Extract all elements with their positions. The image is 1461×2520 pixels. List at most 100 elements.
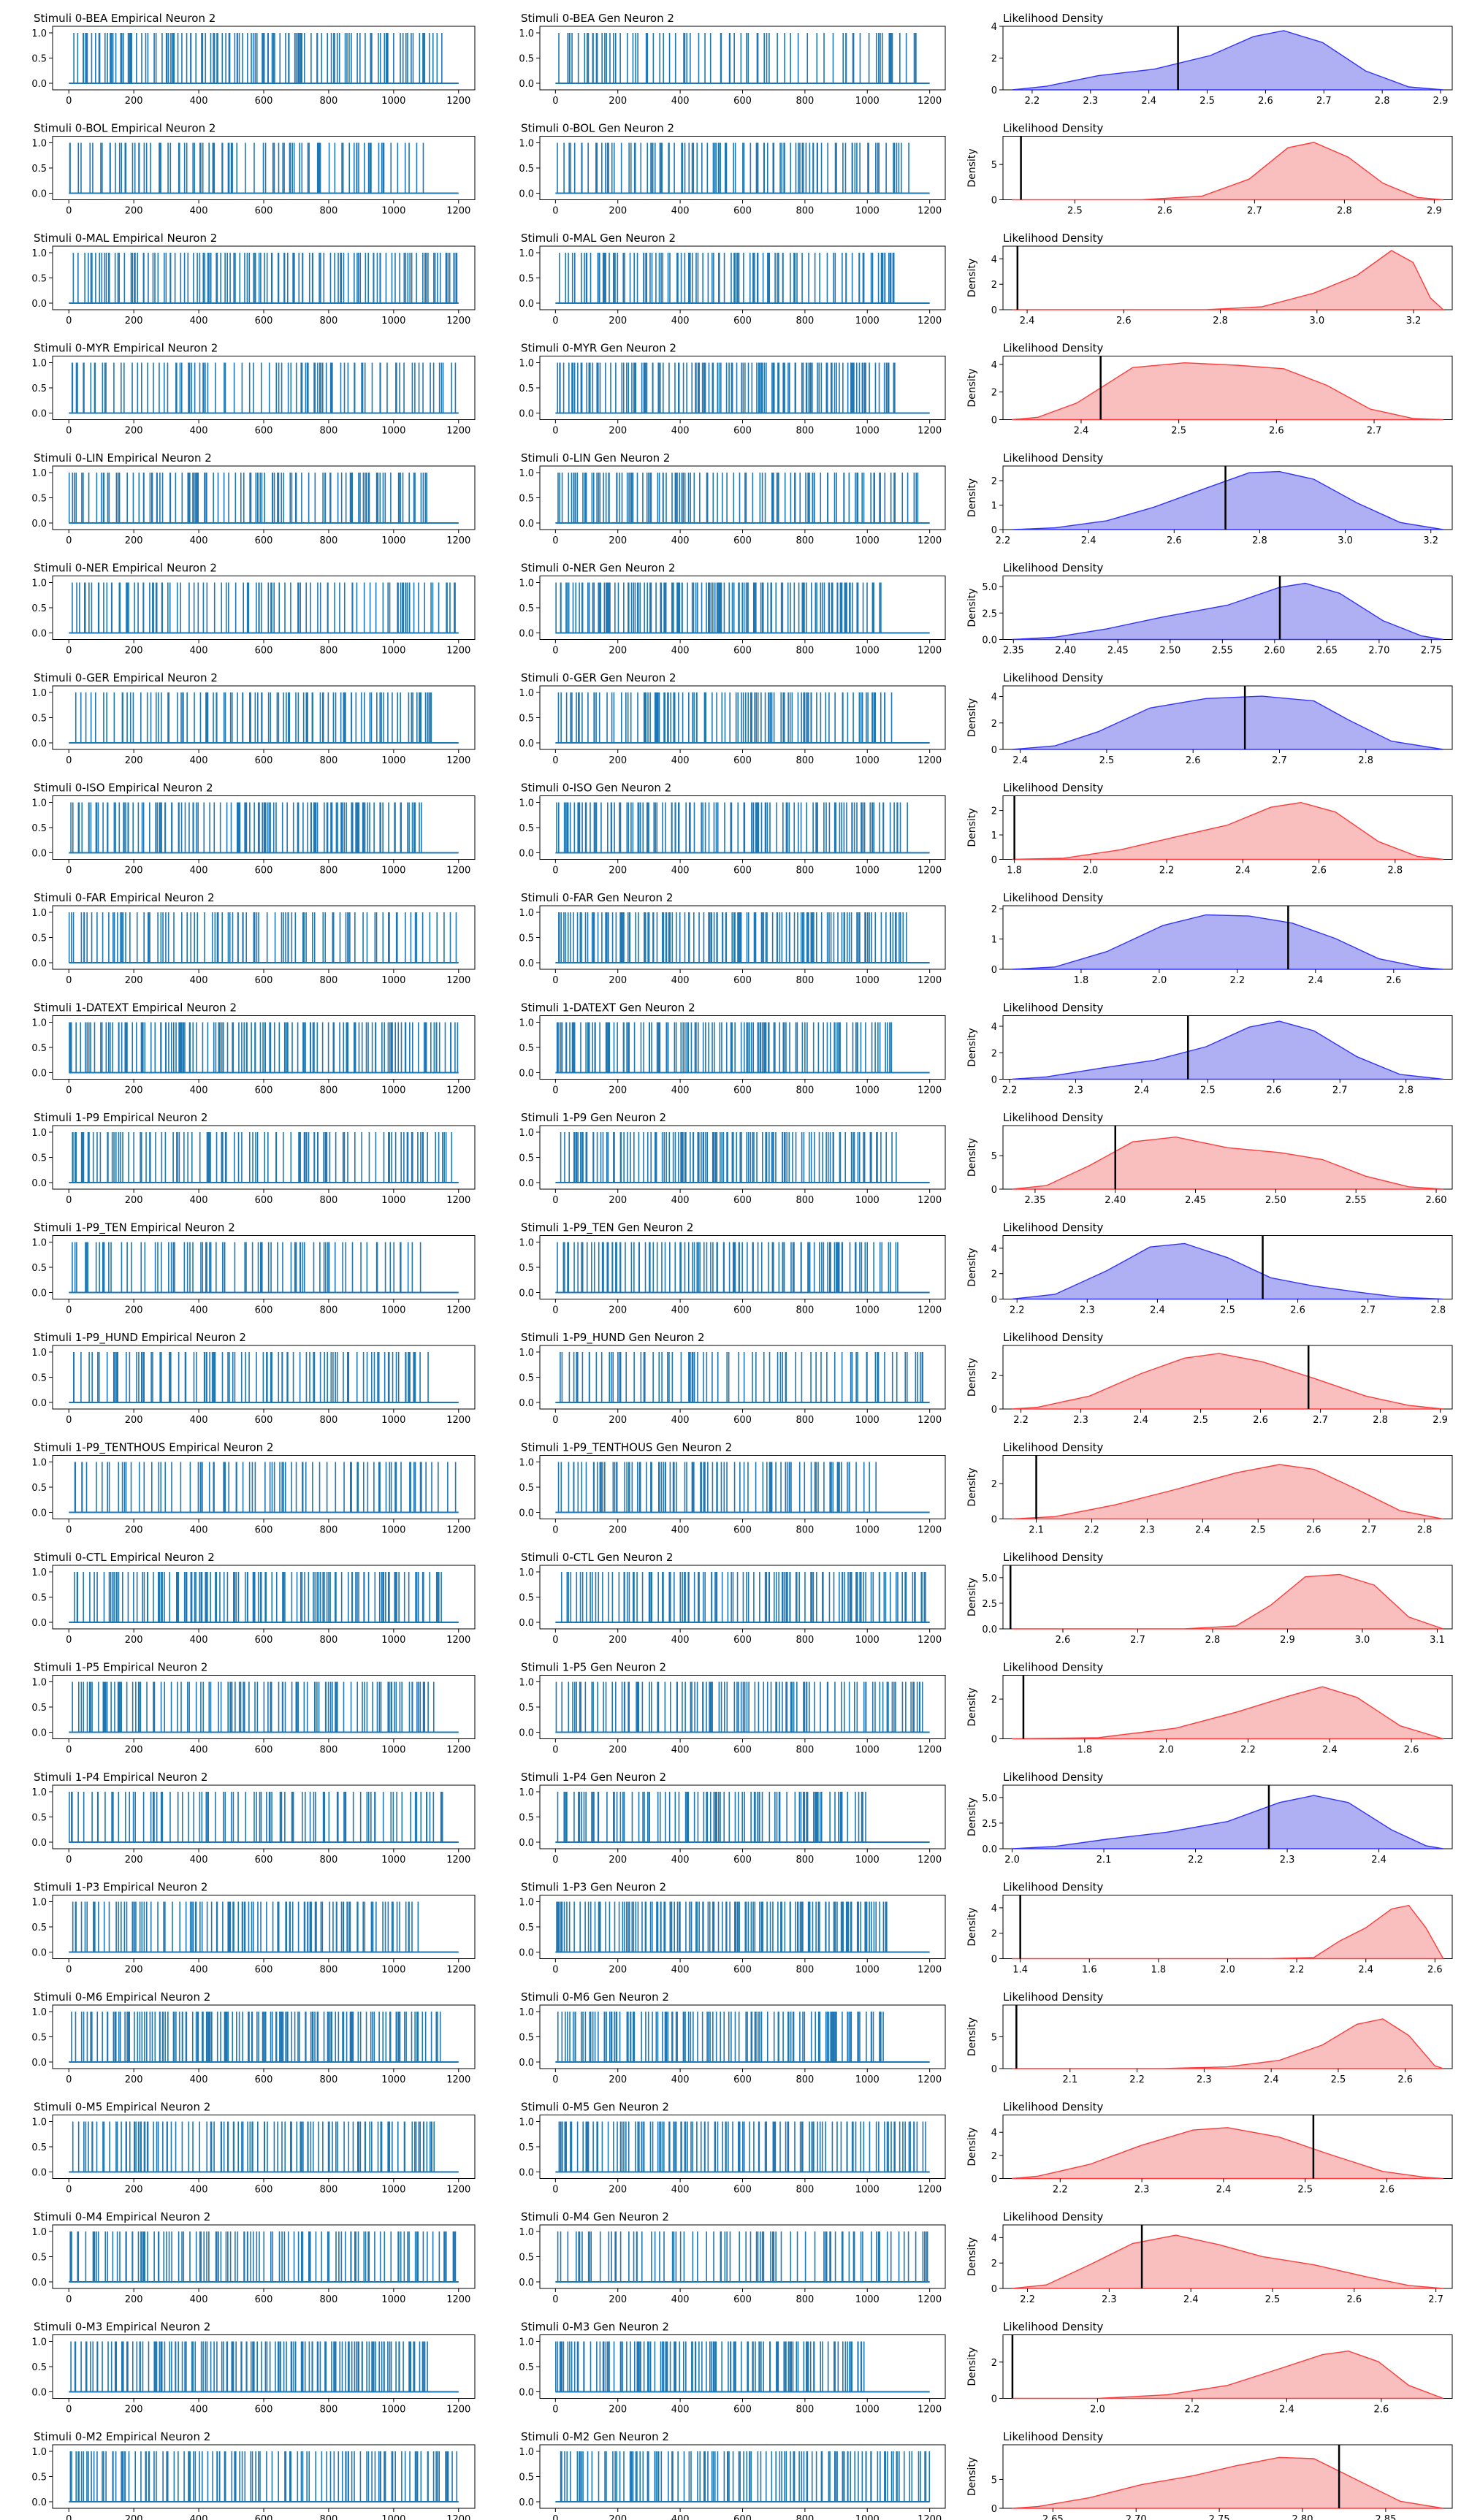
empirical-xtick-label: 1200 (446, 1085, 470, 1096)
density-xtick-label: 2.50 (1159, 646, 1180, 657)
generated-xtick-label: 800 (796, 1305, 814, 1316)
density-ytick-label: 0 (991, 1735, 997, 1746)
density-ytick-label: 2 (991, 280, 997, 291)
density-ytick-label: 0 (991, 305, 997, 316)
empirical-xtick-label: 400 (190, 755, 208, 766)
generated-xtick-label: 400 (671, 535, 690, 546)
generated-axes-frame (539, 26, 946, 91)
generated-ytick-label: 0.5 (519, 823, 534, 834)
empirical-ytick-label: 0.5 (31, 383, 47, 394)
empirical-xtick-label: 600 (255, 1635, 273, 1646)
generated-xtick-label: 800 (796, 755, 814, 766)
row-5: Stimuli 0-LIN Empirical Neuron 2 0.0 0.5 1.… (31, 451, 1453, 546)
density-xtick-label: 2.5 (1220, 1305, 1235, 1316)
empirical-ytick-label: 1.0 (31, 1678, 47, 1689)
empirical-xtick-label: 1200 (446, 755, 470, 766)
generated-xtick-label: 800 (796, 1525, 814, 1536)
empirical-xtick-label: 600 (255, 1085, 273, 1096)
density-xtick-label: 3.1 (1430, 1635, 1445, 1646)
generated-ytick-label: 0.5 (519, 1153, 534, 1164)
generated-ytick-label: 1.0 (519, 1568, 534, 1578)
generated-xtick-label: 0 (552, 975, 558, 986)
generated-xtick-label: 800 (796, 535, 814, 546)
generated-ytick-label: 0.5 (519, 1593, 534, 1604)
generated-ytick-label: 1.0 (519, 1348, 534, 1359)
density-xtick-label: 2.4 (1141, 96, 1156, 107)
generated-xtick-label: 400 (671, 1635, 690, 1646)
generated-xtick-label: 1200 (918, 1305, 942, 1316)
empirical-xtick-label: 200 (125, 1745, 143, 1756)
generated-xtick-label: 1000 (855, 755, 880, 766)
density-xtick-label: 2.7 (1313, 1415, 1328, 1426)
density-ytick-label: 0 (991, 85, 997, 96)
density-xtick-label: 2.0 (1083, 866, 1099, 877)
generated-xtick-label: 1000 (855, 1525, 880, 1536)
generated-xtick-label: 1000 (855, 1085, 880, 1096)
empirical-xtick-label: 0 (66, 1195, 72, 1206)
generated-ytick-label: 1.0 (519, 248, 534, 259)
density-xtick-label: 2.2 (1013, 1415, 1029, 1426)
generated-xtick-label: 400 (671, 866, 690, 877)
empirical-axes-frame (52, 576, 476, 640)
empirical-xtick-label: 800 (320, 1745, 338, 1756)
empirical-xtick-label: 0 (66, 1525, 72, 1536)
density-curve (1012, 914, 1443, 970)
empirical-xtick-label: 1200 (446, 1745, 470, 1756)
empirical-ytick-label: 1.0 (31, 798, 47, 809)
generated-ytick-label: 0.5 (519, 1483, 534, 1494)
empirical-xtick-label: 400 (190, 206, 208, 217)
empirical-ytick-label: 0.0 (31, 189, 47, 200)
generated-ytick-label: 0.5 (519, 1043, 534, 1054)
empirical-xtick-label: 1000 (381, 316, 405, 327)
generated-ytick-label: 0.0 (519, 1288, 534, 1299)
density-ytick-label: 0 (991, 965, 997, 976)
density-ytick-label: 0 (991, 1185, 997, 1196)
empirical-xtick-label: 1000 (381, 1085, 405, 1096)
empirical-ytick-label: 1.0 (31, 359, 47, 370)
density-ytick-label: 1 (991, 831, 997, 841)
generated-xtick-label: 1200 (918, 206, 942, 217)
empirical-ytick-label: 0.5 (31, 1703, 47, 1714)
density-xtick-label: 2.7 (1316, 96, 1332, 107)
empirical-xtick-label: 600 (255, 1855, 273, 1866)
empirical-xtick-label: 200 (125, 1635, 143, 1646)
empirical-xtick-label: 1200 (446, 646, 470, 657)
empirical-xtick-label: 1000 (381, 1745, 405, 1756)
generated-xtick-label: 800 (796, 1745, 814, 1756)
density-ytick-label: 0 (991, 1405, 997, 1416)
generated-xtick-label: 600 (733, 866, 752, 877)
empirical-title: Stimuli 0-GER Empirical Neuron 2 (34, 671, 218, 684)
generated-xtick-label: 0 (552, 866, 558, 877)
generated-xtick-label: 800 (796, 646, 814, 657)
generated-ytick-label: 0.0 (519, 1069, 534, 1080)
generated-xtick-label: 400 (671, 96, 690, 107)
empirical-xtick-label: 1200 (446, 1525, 470, 1536)
empirical-xtick-label: 1000 (381, 206, 405, 217)
empirical-axes-frame (52, 1015, 476, 1080)
density-title: Likelihood Density (1003, 562, 1104, 575)
empirical-ytick-label: 0.0 (31, 1618, 47, 1629)
density-title: Likelihood Density (1003, 12, 1104, 25)
empirical-xtick-label: 1000 (381, 1525, 405, 1536)
density-xtick-label: 2.9 (1280, 1635, 1295, 1646)
generated-xtick-label: 1200 (918, 646, 942, 657)
empirical-title: Stimuli 1-DATEXT Empirical Neuron 2 (34, 1001, 237, 1015)
generated-xtick-label: 400 (671, 755, 690, 766)
empirical-ytick-label: 0.0 (31, 1288, 47, 1299)
density-xtick-label: 2.8 (1398, 1085, 1414, 1096)
generated-xtick-label: 0 (552, 1525, 558, 1536)
empirical-ytick-label: 0.5 (31, 714, 47, 725)
density-xtick-label: 2.55 (1346, 1195, 1367, 1206)
generated-xtick-label: 800 (796, 206, 814, 217)
empirical-ytick-label: 0.5 (31, 54, 47, 65)
generated-axes-frame (539, 1015, 946, 1080)
empirical-xtick-label: 200 (125, 535, 143, 546)
generated-ytick-label: 0.5 (519, 274, 534, 285)
generated-xtick-label: 1200 (918, 866, 942, 877)
generated-title: Stimuli 1-P4 Gen Neuron 2 (521, 1771, 666, 1784)
generated-xtick-label: 600 (733, 1415, 752, 1426)
density-ytick-label: 1 (991, 501, 997, 512)
generated-ytick-label: 0.0 (519, 1178, 534, 1189)
density-xtick-label: 2.3 (1080, 1305, 1095, 1316)
row-9: Stimuli 0-FAR Empirical Neuron 2 0.0 0.5 1.… (31, 891, 1453, 986)
